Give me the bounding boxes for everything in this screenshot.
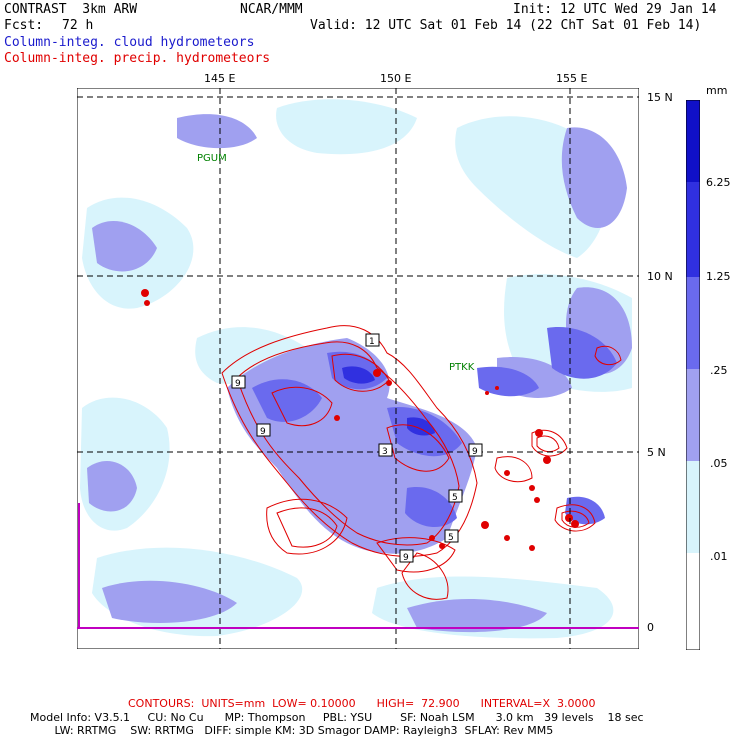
- colorbar-level-0-25: .25: [710, 364, 728, 377]
- colorbar-swatch-4: [686, 369, 700, 461]
- lat-label-5n: 5 N: [647, 446, 666, 459]
- east-cloud-fill: [477, 327, 617, 525]
- colorbar-unit: mm: [706, 84, 728, 97]
- lat-label-15n: 15 N: [647, 91, 673, 104]
- colorbar-swatch-2: [686, 182, 700, 277]
- forecast-label: Fcst:: [4, 18, 44, 33]
- colorbar-level-0-01: .01: [710, 550, 728, 563]
- colorbar-swatch-1: [686, 100, 700, 182]
- contour-info: CONTOURS: UNITS=mm LOW= 0.10000 HIGH= 72…: [128, 697, 596, 710]
- lat-label-10n: 10 N: [647, 270, 673, 283]
- colorbar-level-1-25: 1.25: [706, 270, 731, 283]
- contour-label-group: 9 9 1 3 9 5 5 9: [231, 333, 483, 563]
- lat-lon-grid: [77, 88, 639, 649]
- lon-label-150: 150 E: [380, 72, 412, 85]
- station-ptkk: PTKK: [449, 362, 475, 373]
- init-time: Init: 12 UTC Wed 29 Jan 14: [513, 2, 717, 17]
- contour-label: 3: [382, 447, 388, 457]
- contour-label: 9: [403, 553, 409, 563]
- lat-label-0: 0: [647, 621, 654, 634]
- model-info-line1: Model Info: V3.5.1 CU: No Cu MP: Thompso…: [30, 711, 644, 724]
- contour-label: 9: [235, 379, 241, 389]
- lon-label-155: 155 E: [556, 72, 588, 85]
- field-precip-title: Column-integ. precip. hydrometeors: [4, 51, 271, 66]
- contour-label: 9: [260, 427, 266, 437]
- contour-label: 1: [369, 337, 375, 347]
- precip-cells: [141, 289, 579, 551]
- contour-label: 9: [472, 447, 478, 457]
- colorbar: [686, 100, 700, 650]
- colorbar-swatch-3: [686, 277, 700, 369]
- colorbar-level-6-25: 6.25: [706, 176, 731, 189]
- precip-contours: [221, 325, 622, 600]
- hydrometeor-map: PGUM PTKK 9 9 1 3 9 5 5 9: [77, 88, 639, 649]
- forecast-hours: 72 h: [62, 18, 94, 33]
- center-label: NCAR/MMM: [240, 2, 303, 17]
- model-title: CONTRAST 3km ARW: [4, 2, 138, 17]
- contour-label: 5: [448, 533, 454, 543]
- colorbar-swatch-5: [686, 461, 700, 553]
- model-info-line2: LW: RRTMG SW: RRTMG DIFF: simple KM: 3D …: [30, 724, 554, 737]
- valid-time: Valid: 12 UTC Sat 01 Feb 14 (22 ChT Sat …: [310, 18, 702, 33]
- contour-label: 5: [452, 493, 458, 503]
- lon-label-145: 145 E: [204, 72, 236, 85]
- colorbar-level-0-05: .05: [710, 457, 728, 470]
- colorbar-swatch-6: [686, 553, 700, 650]
- station-pgum: PGUM: [197, 153, 227, 164]
- field-cloud-title: Column-integ. cloud hydrometeors: [4, 35, 255, 50]
